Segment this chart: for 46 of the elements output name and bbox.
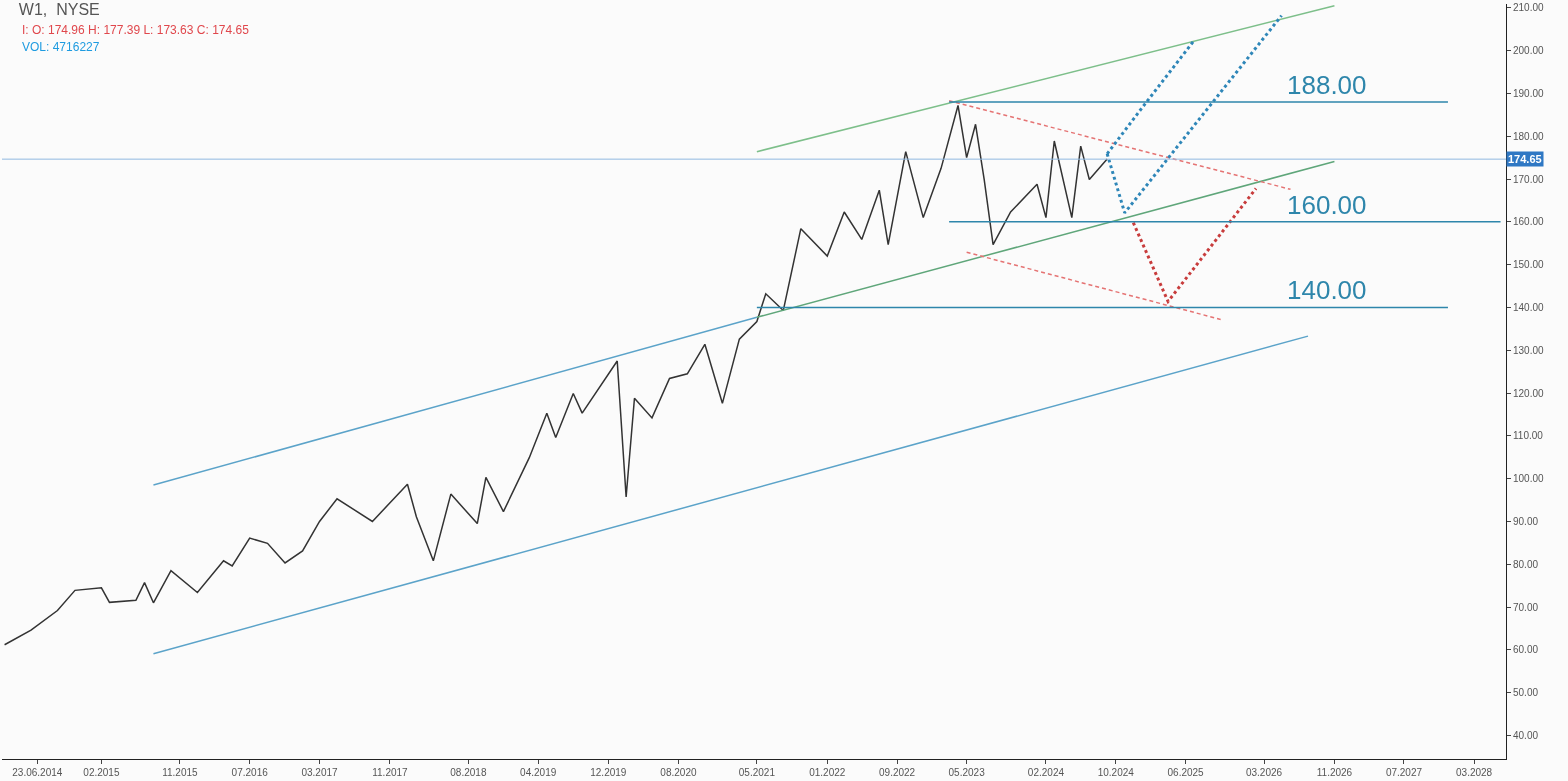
- annotation: 188.00: [1287, 70, 1367, 100]
- y-tick-label: 50.00: [1513, 687, 1539, 699]
- x-tick-label: 08.2020: [660, 767, 697, 778]
- text: I: O: 174.96 H: 177.39 L: 173.63 C: 174.65: [22, 23, 250, 37]
- x-tick-label: 07.2016: [231, 767, 269, 778]
- x-tick-label: 11.2017: [372, 767, 409, 778]
- x-tick-label: 12.2019: [590, 767, 627, 778]
- x-tick-label: 02.2024: [1027, 767, 1065, 778]
- x-tick-label: 11.2026: [1316, 767, 1353, 778]
- y-tick-label: 160.00: [1513, 216, 1545, 228]
- y-tick-label: 150.00: [1513, 259, 1545, 271]
- x-tick-label: 09.2022: [879, 767, 916, 778]
- y-tick-label: 70.00: [1513, 601, 1539, 613]
- x-tick-label: 05.2021: [738, 767, 776, 778]
- x-tick-label: 10.2024: [1097, 767, 1135, 778]
- annotation: 140.00: [1287, 275, 1367, 305]
- x-tick-label: 23.06.2014: [12, 767, 63, 778]
- y-tick-label: 140.00: [1513, 301, 1545, 313]
- annotation: VOL: 4716227: [22, 40, 100, 54]
- x-tick-label: 11.2015: [162, 767, 199, 778]
- y-tick-label: 90.00: [1513, 515, 1539, 527]
- x-tick-label: 01.2022: [809, 767, 846, 778]
- chart-title: W1, NYSE: [18, 1, 100, 19]
- y-tick-label: 180.00: [1513, 130, 1545, 142]
- y-tick-label: 60.00: [1513, 644, 1539, 656]
- x-tick-label: 05.2023: [948, 767, 986, 778]
- x-tick-label: 04.2019: [520, 767, 557, 778]
- y-tick-label: 170.00: [1513, 173, 1545, 185]
- y-tick-label: 100.00: [1513, 473, 1545, 485]
- y-tick-label: 210.00: [1513, 2, 1545, 14]
- x-tick-label: 02.2015: [83, 767, 120, 778]
- annotation: 160.00: [1287, 190, 1367, 220]
- x-tick-label: 03.2026: [1245, 767, 1283, 778]
- y-tick-label: 200.00: [1513, 45, 1545, 57]
- y-tick-label: 130.00: [1513, 344, 1545, 356]
- x-tick-label: 03.2028: [1456, 767, 1493, 778]
- ref-line-label: 174.65: [1508, 153, 1542, 165]
- x-tick-label: 03.2017: [301, 767, 339, 778]
- x-tick-label: 08.2018: [450, 767, 487, 778]
- y-tick-label: 40.00: [1513, 729, 1539, 741]
- y-tick-label: 110.00: [1513, 430, 1544, 442]
- x-tick-label: 07.2027: [1385, 767, 1423, 778]
- x-tick-label: 06.2025: [1167, 767, 1205, 778]
- y-tick-label: 120.00: [1513, 387, 1545, 399]
- y-tick-label: 80.00: [1513, 558, 1539, 570]
- y-tick-label: 190.00: [1513, 87, 1545, 99]
